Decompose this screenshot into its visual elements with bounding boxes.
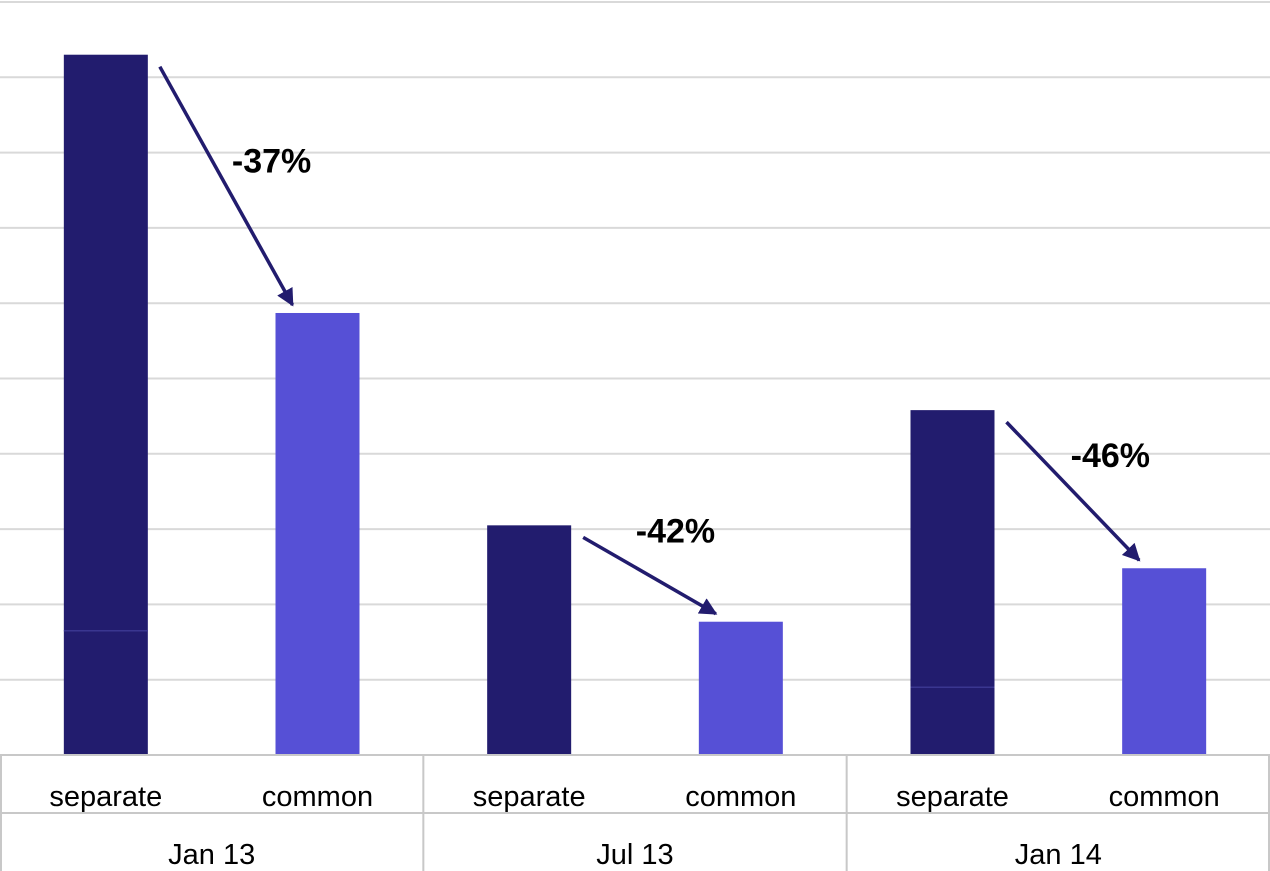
change-percent-label: -46%	[1071, 437, 1150, 475]
change-arrow	[1005, 420, 1141, 562]
group-label: Jan 14	[1015, 839, 1102, 871]
category-tick-label: common	[1109, 781, 1220, 813]
category-axis-table	[0, 754, 1270, 871]
change-arrow	[582, 535, 718, 616]
bar-separate-3	[910, 410, 995, 755]
bar-common-2	[698, 621, 783, 755]
category-tick-label: separate	[896, 781, 1009, 813]
bar-common-3	[1122, 568, 1207, 755]
gridlines	[0, 1, 1270, 756]
group-label: Jul 13	[596, 839, 673, 871]
category-tick-label: common	[685, 781, 796, 813]
change-arrow	[158, 65, 295, 307]
change-percent-label: -37%	[232, 143, 311, 181]
category-tick-label: separate	[49, 781, 162, 813]
group-label: Jan 13	[168, 839, 255, 871]
category-tick-label: common	[262, 781, 373, 813]
bar-separate-2	[487, 525, 572, 755]
bar-separate-1	[63, 54, 148, 755]
bar-common-1	[275, 312, 360, 755]
bars	[63, 54, 1207, 755]
category-tick-label: separate	[473, 781, 586, 813]
change-percent-label: -42%	[636, 512, 715, 550]
change-arrows	[158, 65, 1141, 616]
